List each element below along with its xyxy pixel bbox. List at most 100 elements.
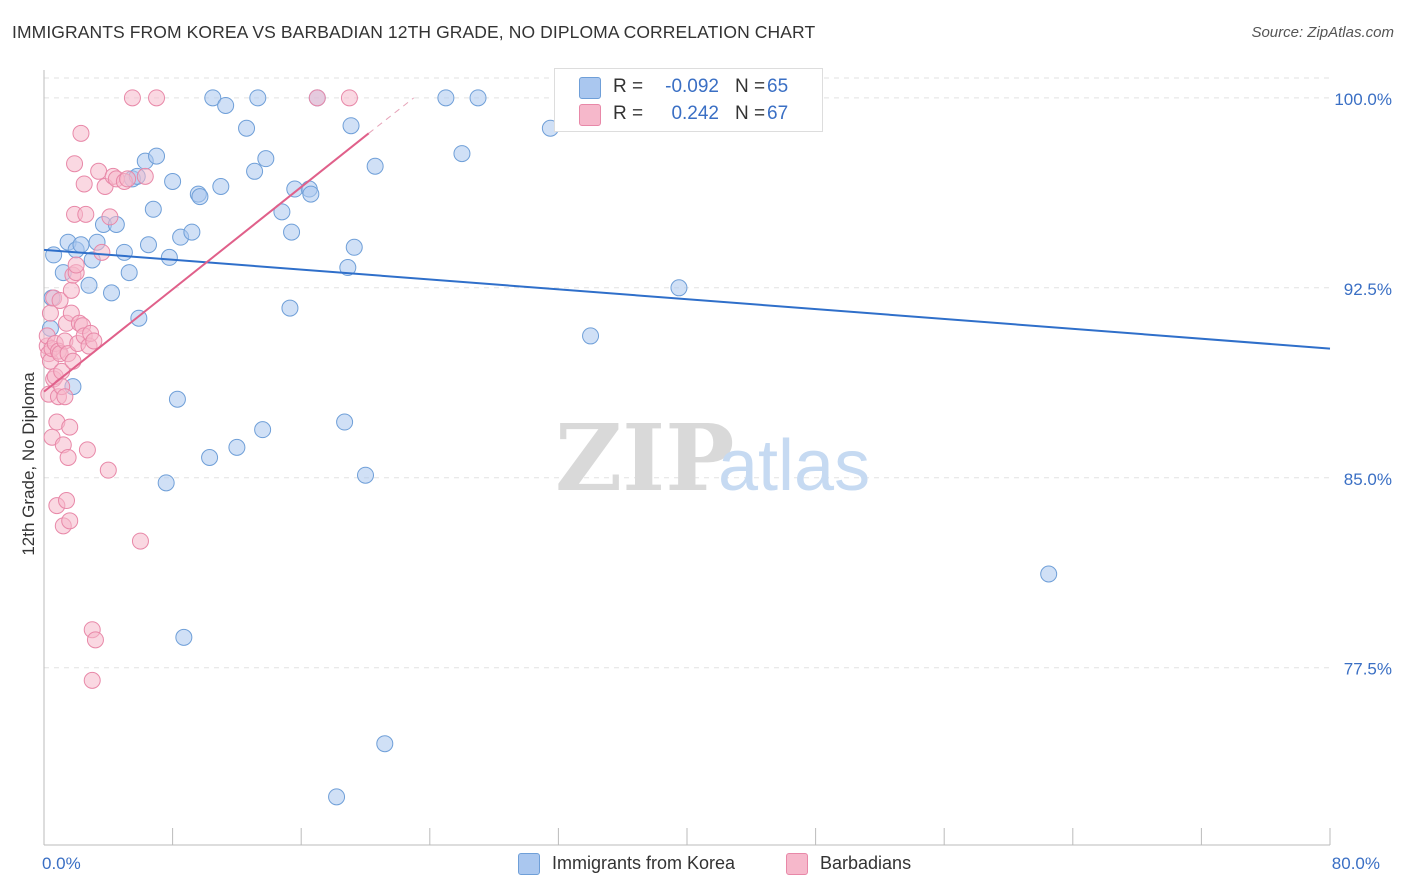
source-label: Source: ZipAtlas.com [1251,24,1394,41]
korea-point [246,162,264,180]
y-tick-label: 92.5% [1344,280,1392,299]
barbadian-point [59,449,77,466]
korea-point [328,788,346,806]
barbadian-point [148,89,166,107]
barbadian-swatch-icon [579,104,601,126]
korea-point [437,89,455,107]
korea-swatch-icon [579,77,601,99]
barbadian-point [308,89,326,107]
korea-point [670,279,688,297]
legend-label: Barbadians [820,853,912,873]
barbadian-trend-extension [368,97,415,134]
korea-point [1040,565,1058,583]
x-tick-label: 80.0% [1332,854,1380,873]
r-value: 0.242 [671,103,719,124]
barbadian-point [340,89,358,107]
watermark-zip: ZIP [555,404,734,512]
points-layer [38,89,1058,806]
barbadian-point [62,281,80,299]
barbadian-point [67,256,85,274]
korea-point [157,474,175,492]
korea-point [80,276,98,294]
watermark-atlas: atlas [718,426,870,506]
korea-point [72,236,90,254]
barbadian-point [83,671,101,689]
barbadian-point [64,352,82,370]
korea-point [342,117,360,135]
barbadian-point [61,512,79,530]
y-tick-label: 85.0% [1344,470,1392,489]
korea-point [357,466,374,484]
n-value: 65 [767,76,789,97]
r-label: R = [613,76,644,97]
korea-point [201,449,219,466]
korea-point [204,89,222,107]
series-legend: Immigrants from Korea Barbadians [0,852,1406,878]
barbadian-swatch-icon [786,853,808,875]
korea-point [164,172,182,190]
barbadian-point [58,492,76,510]
korea-point [286,180,304,198]
barbadian-point [131,532,149,550]
n-value: 67 [767,103,789,124]
korea-point [238,119,256,137]
korea-point [336,413,354,431]
korea-point [115,243,133,261]
korea-point [148,147,166,165]
barbadian-point [56,388,74,406]
barbadian-point [119,170,137,188]
korea-point [339,259,357,277]
chart-title: IMMIGRANTS FROM KOREA VS BARBADIAN 12TH … [12,22,816,42]
grid-layer [44,77,1330,669]
barbadian-point [61,418,79,436]
y-axis-label: 12th Grade, No Diploma [19,372,38,556]
legend-row-korea: R = -0.092 N = 65 [555,74,822,100]
korea-point [228,438,246,456]
barbadian-point [93,243,111,261]
korea-point [175,628,193,646]
korea-point [273,203,291,221]
n-label: N = [735,76,766,97]
barbadian-point [72,124,90,142]
barbadian-point [101,208,119,226]
barbadian-point [78,441,96,459]
korea-point [183,223,201,241]
barbadian-trend-line [43,132,370,393]
correlation-legend: R = -0.092 N = 65 R = 0.242 N = 67 [554,68,823,132]
korea-swatch-icon [518,853,540,875]
korea-point [345,238,363,256]
korea-point [302,185,320,203]
korea-point [257,150,275,168]
barbadian-point [85,332,103,350]
korea-point [453,145,471,163]
barbadian-point [66,155,84,173]
korea-point [168,390,186,408]
legend-row-barbadians: R = 0.242 N = 67 [555,101,822,127]
label-layer: 100.0% 92.5% 85.0% 77.5% 0.0% 80.0% [42,90,1392,873]
barbadian-point [99,461,117,479]
y-tick-label: 100.0% [1334,90,1392,109]
barbadian-point [123,89,141,107]
korea-point [366,157,384,175]
barbadian-point [75,175,93,193]
korea-point [160,248,178,266]
korea-point [582,327,600,345]
korea-point [103,284,121,302]
x-tick-label: 0.0% [42,854,81,873]
korea-point [212,178,230,196]
korea-point [283,223,301,241]
korea-point [191,188,209,206]
trend-layer [43,97,1331,393]
barbadian-point [136,167,154,185]
korea-point [139,236,157,254]
legend-label: Immigrants from Korea [552,853,736,873]
korea-point [281,299,299,317]
korea-point [254,421,272,439]
r-value: -0.092 [665,76,719,97]
korea-point [469,89,487,107]
barbadian-point [51,291,69,309]
korea-point [144,200,162,218]
korea-trend-line [43,248,1331,350]
barbadian-point [86,631,104,649]
